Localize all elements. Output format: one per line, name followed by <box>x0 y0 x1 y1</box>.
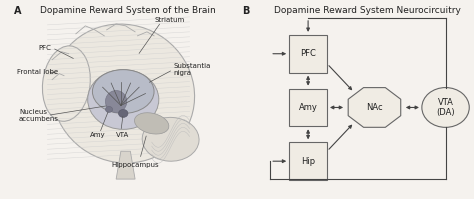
Text: A: A <box>14 6 22 16</box>
Text: VTA
(DA): VTA (DA) <box>436 98 455 117</box>
Text: VTA: VTA <box>116 132 129 138</box>
Text: PFC: PFC <box>38 45 51 51</box>
Text: Nucleus
accumbens: Nucleus accumbens <box>19 109 59 122</box>
Text: NAc: NAc <box>366 103 383 112</box>
Circle shape <box>422 88 469 127</box>
FancyBboxPatch shape <box>289 35 327 73</box>
FancyBboxPatch shape <box>289 142 327 180</box>
Polygon shape <box>116 151 135 179</box>
Ellipse shape <box>118 109 128 117</box>
Ellipse shape <box>105 106 112 112</box>
Text: Dopamine Reward System Neurocircuitry: Dopamine Reward System Neurocircuitry <box>274 6 461 15</box>
FancyBboxPatch shape <box>289 89 327 126</box>
Text: Hip: Hip <box>301 157 315 166</box>
Ellipse shape <box>92 70 154 113</box>
Polygon shape <box>348 88 401 127</box>
Text: Striatum: Striatum <box>154 17 184 23</box>
Ellipse shape <box>43 46 90 121</box>
Ellipse shape <box>135 113 169 134</box>
Ellipse shape <box>142 117 199 161</box>
Text: Substantia
nigra: Substantia nigra <box>173 63 210 76</box>
Text: B: B <box>242 6 249 16</box>
Ellipse shape <box>88 70 159 129</box>
Text: Hippocampus: Hippocampus <box>111 162 159 168</box>
Text: Frontal lobe: Frontal lobe <box>17 69 58 75</box>
Text: PFC: PFC <box>300 49 316 58</box>
Text: Amy: Amy <box>90 132 106 138</box>
Ellipse shape <box>105 91 127 112</box>
Text: Amy: Amy <box>299 103 318 112</box>
Ellipse shape <box>52 24 195 163</box>
Text: Dopamine Reward System of the Brain: Dopamine Reward System of the Brain <box>40 6 216 15</box>
